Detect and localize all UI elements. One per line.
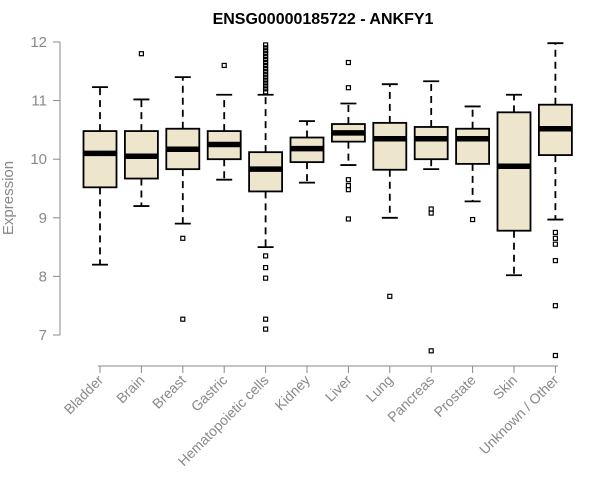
y-tick-label: 12: [30, 34, 47, 51]
outlier-point: [263, 48, 269, 54]
x-tick-label: Bladder: [61, 372, 107, 418]
outlier-point: [345, 187, 351, 193]
outlier-point: [345, 59, 351, 66]
outlier-point: [263, 68, 269, 74]
outlier-point: [263, 42, 269, 48]
x-tick-label: Kidney: [272, 372, 314, 414]
outlier-point: [221, 62, 227, 69]
box-bladder: [82, 86, 118, 266]
iqr-box: [372, 121, 408, 171]
y-axis-label: Expression: [0, 161, 17, 235]
outlier-point: [263, 253, 269, 259]
boxes-group: [82, 42, 573, 359]
outlier-point: [552, 352, 559, 359]
outlier-point: [552, 303, 559, 309]
outlier-point: [263, 59, 269, 66]
x-tick-label: Brain: [113, 372, 147, 406]
box-skin: [496, 93, 532, 277]
outlier-point: [263, 265, 269, 271]
x-tick-label: Liver: [322, 372, 355, 405]
y-tick-label: 8: [39, 268, 47, 285]
outlier-point: [263, 77, 269, 83]
y-ticks: 7 8 9 10 11 12: [30, 34, 60, 344]
iqr-box: [82, 130, 118, 189]
outlier-point: [263, 74, 269, 80]
outlier-point: [345, 182, 351, 189]
box-prostate: [455, 105, 491, 223]
x-tick-label: Breast: [149, 372, 189, 412]
outlier-point: [263, 80, 269, 86]
outlier-point: [263, 45, 269, 51]
outlier-point: [552, 229, 559, 236]
outlier-point: [428, 348, 434, 354]
x-tick-label: Unknown / Other: [476, 372, 562, 458]
iqr-box: [496, 111, 532, 232]
outlier-point: [552, 257, 559, 264]
outlier-point: [138, 51, 144, 57]
box-brain: [124, 51, 159, 207]
outlier-point: [345, 177, 351, 183]
box-kidney: [289, 120, 325, 184]
box-gastric: [206, 62, 242, 181]
outlier-point: [263, 275, 269, 281]
outlier-point: [180, 235, 186, 241]
outlier-point: [263, 71, 269, 77]
box-liver: [330, 59, 366, 222]
x-tick-label: Lung: [363, 372, 396, 405]
x-tick-label: Prostate: [431, 372, 479, 420]
x-tick-label: Skin: [490, 372, 521, 403]
box-pancreas: [413, 80, 449, 354]
outlier-point: [263, 56, 269, 63]
outlier-point: [428, 206, 434, 212]
outlier-point: [263, 51, 269, 57]
box-hematopoietic-cells: [248, 42, 284, 332]
outlier-point: [263, 86, 269, 92]
outlier-point: [180, 316, 186, 322]
outlier-point: [470, 216, 476, 223]
outlier-point: [263, 83, 269, 89]
box-lung: [372, 83, 408, 299]
box-breast: [165, 76, 201, 322]
y-tick-label: 10: [30, 151, 47, 168]
outlier-point: [263, 316, 269, 322]
outlier-point: [263, 326, 269, 332]
chart-title: ENSG00000185722 - ANKFY1: [213, 11, 434, 28]
box-unknown-other: [538, 42, 573, 359]
outlier-point: [552, 241, 559, 247]
iqr-box: [413, 126, 449, 161]
outlier-point: [345, 216, 351, 222]
y-tick-label: 9: [39, 210, 47, 227]
iqr-box: [455, 127, 491, 165]
outlier-point: [263, 65, 269, 71]
y-tick-label: 11: [31, 93, 47, 110]
y-tick-label: 7: [39, 327, 47, 344]
outlier-point: [263, 54, 269, 60]
outlier-point: [428, 210, 434, 216]
outlier-point: [387, 293, 393, 299]
outlier-point: [263, 62, 269, 69]
outlier-point: [345, 85, 351, 91]
outlier-point: [263, 89, 269, 95]
outlier-point: [552, 235, 559, 241]
